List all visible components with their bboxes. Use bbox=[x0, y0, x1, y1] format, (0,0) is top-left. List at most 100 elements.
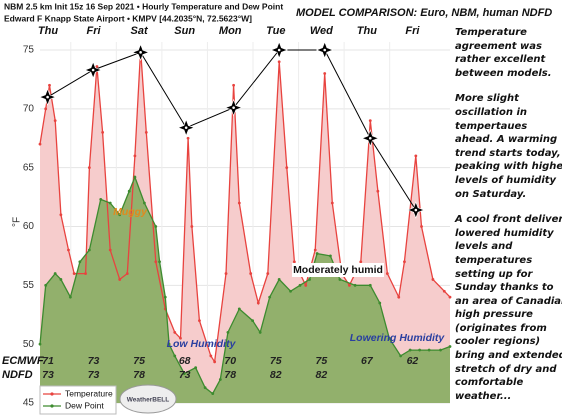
note-line: (originates from bbox=[455, 322, 547, 334]
note-line: More slight bbox=[455, 93, 519, 105]
series-point bbox=[38, 142, 42, 146]
series-point bbox=[420, 225, 423, 228]
series-point bbox=[142, 201, 146, 205]
table-value: 75 bbox=[133, 355, 145, 367]
series-point bbox=[224, 272, 228, 275]
series-point bbox=[154, 260, 158, 264]
note-line: A cool front deliver bbox=[455, 214, 562, 226]
series-point bbox=[427, 348, 431, 352]
legend-label: Temperature bbox=[65, 388, 113, 398]
series-point bbox=[213, 360, 217, 364]
table-value: 73 bbox=[88, 369, 100, 381]
y-tick-label: 65 bbox=[23, 162, 35, 173]
note-paragraph: Temperature agreement was rather excellent… bbox=[455, 26, 562, 80]
table-value: 70 bbox=[224, 355, 236, 367]
series-point bbox=[292, 260, 296, 264]
series-point bbox=[68, 295, 72, 299]
table-value: 78 bbox=[224, 369, 236, 381]
day-label: Thu bbox=[357, 25, 377, 37]
table-value: 73 bbox=[88, 355, 100, 367]
series-point bbox=[87, 248, 91, 252]
series-point bbox=[173, 331, 177, 334]
series-point bbox=[378, 301, 382, 305]
series-point bbox=[158, 260, 161, 264]
note-line: levels and bbox=[455, 241, 513, 253]
forecast-marker-center bbox=[139, 51, 142, 54]
series-point bbox=[403, 260, 406, 264]
series-point bbox=[144, 130, 148, 134]
series-point bbox=[315, 252, 319, 255]
table-value: 62 bbox=[407, 355, 419, 367]
series-point bbox=[108, 201, 112, 205]
forecast-marker-center bbox=[368, 136, 372, 140]
y-tick-label: 60 bbox=[23, 221, 35, 232]
note-line: bring and extended bbox=[455, 350, 562, 362]
series-point bbox=[99, 198, 103, 201]
table-value: 75 bbox=[315, 355, 327, 367]
series-point bbox=[127, 189, 131, 193]
series-point bbox=[190, 225, 194, 228]
day-label: Fri bbox=[405, 25, 420, 37]
series-line bbox=[39, 49, 451, 364]
series-point bbox=[218, 378, 222, 381]
series-point bbox=[118, 213, 122, 217]
table-value: 73 bbox=[42, 369, 54, 381]
series-point bbox=[256, 301, 260, 305]
series-point bbox=[418, 348, 422, 352]
series-point bbox=[87, 166, 91, 170]
series-point bbox=[347, 283, 351, 287]
day-label: Tue bbox=[266, 25, 285, 37]
series-point bbox=[59, 213, 63, 217]
note-paragraph: A cool front deliver lowered humidity leve… bbox=[455, 213, 562, 403]
note-line: cooler regions) bbox=[455, 336, 541, 348]
series-point bbox=[67, 248, 70, 252]
series-point bbox=[211, 392, 215, 395]
series-point bbox=[173, 354, 177, 358]
series-point bbox=[298, 283, 302, 287]
day-label: Wed bbox=[310, 25, 333, 37]
legend-swatch-dot bbox=[50, 404, 54, 408]
forecast-marker-center bbox=[232, 106, 235, 109]
series-point bbox=[38, 342, 42, 346]
note-line: on Saturday. bbox=[455, 188, 527, 200]
note-line: an area of Canadian bbox=[455, 295, 562, 307]
series-point bbox=[258, 331, 262, 334]
series-point bbox=[125, 272, 129, 275]
series-point bbox=[53, 119, 57, 122]
series-point bbox=[186, 136, 190, 140]
series-point bbox=[59, 278, 63, 281]
series-point bbox=[163, 295, 167, 299]
forecast-marker-center bbox=[323, 48, 327, 52]
series-point bbox=[368, 283, 372, 287]
series-point bbox=[154, 225, 158, 228]
note-line: levels of humidity bbox=[455, 174, 557, 186]
series-point bbox=[431, 278, 435, 281]
series-point bbox=[266, 272, 270, 275]
note-line: agreement was bbox=[455, 40, 542, 52]
series-point bbox=[84, 272, 87, 275]
note-line: Sunday thanks to bbox=[455, 282, 554, 294]
table-value: 67 bbox=[361, 355, 374, 367]
series-point bbox=[359, 260, 363, 264]
series-point bbox=[289, 289, 292, 293]
note-line: weather... bbox=[455, 390, 512, 402]
series-point bbox=[209, 354, 213, 358]
note-line: trend starts today, bbox=[455, 147, 561, 159]
series-point bbox=[53, 272, 57, 275]
series-point bbox=[237, 307, 241, 311]
note-line: Temperature bbox=[455, 27, 527, 38]
y-axis-label: °F bbox=[12, 217, 23, 227]
table-row-label: ECMWF bbox=[2, 355, 44, 367]
series-point bbox=[376, 189, 380, 193]
series-point bbox=[353, 283, 357, 287]
forecast-marker-center bbox=[91, 68, 95, 72]
y-tick-label: 45 bbox=[23, 398, 35, 409]
annotation: Muggy bbox=[113, 206, 148, 218]
series-point bbox=[330, 201, 334, 205]
series-point bbox=[133, 175, 137, 179]
series-point bbox=[133, 154, 137, 158]
series-point bbox=[198, 319, 201, 323]
note-line: lowered humidity bbox=[455, 227, 554, 239]
series-point bbox=[308, 278, 311, 281]
forecast-marker-center bbox=[184, 126, 188, 129]
